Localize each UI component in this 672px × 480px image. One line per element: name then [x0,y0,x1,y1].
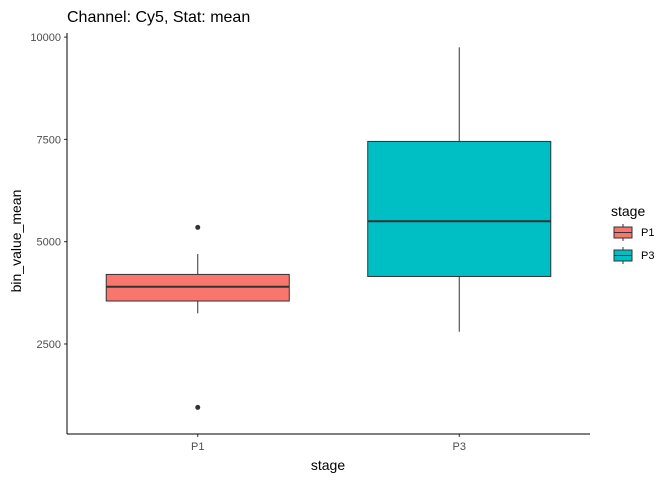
y-tick-label: 10000 [30,32,61,44]
legend-label-p1: P1 [641,227,654,239]
y-axis-ticks: 2500 5000 7500 10000 [30,32,67,351]
x-axis-title: stage [311,457,345,473]
y-tick-label: 5000 [37,237,61,249]
box-p1 [105,273,290,302]
y-tick-label: 7500 [37,134,61,146]
legend: stage P1 P3 [611,203,654,264]
legend-label-p3: P3 [641,250,654,262]
outlier-point [195,224,201,230]
legend-title: stage [611,203,645,219]
boxes-layer [105,47,552,410]
y-tick-label: 2500 [37,339,61,351]
chart-title: Channel: Cy5, Stat: mean [67,9,250,26]
x-tick-label: P3 [453,441,466,453]
x-axis-ticks: P1 P3 [191,434,466,453]
outlier-point [195,404,201,410]
x-tick-label: P1 [191,441,204,453]
box-p3 [367,140,552,277]
y-axis-title: bin_value_mean [8,190,24,293]
